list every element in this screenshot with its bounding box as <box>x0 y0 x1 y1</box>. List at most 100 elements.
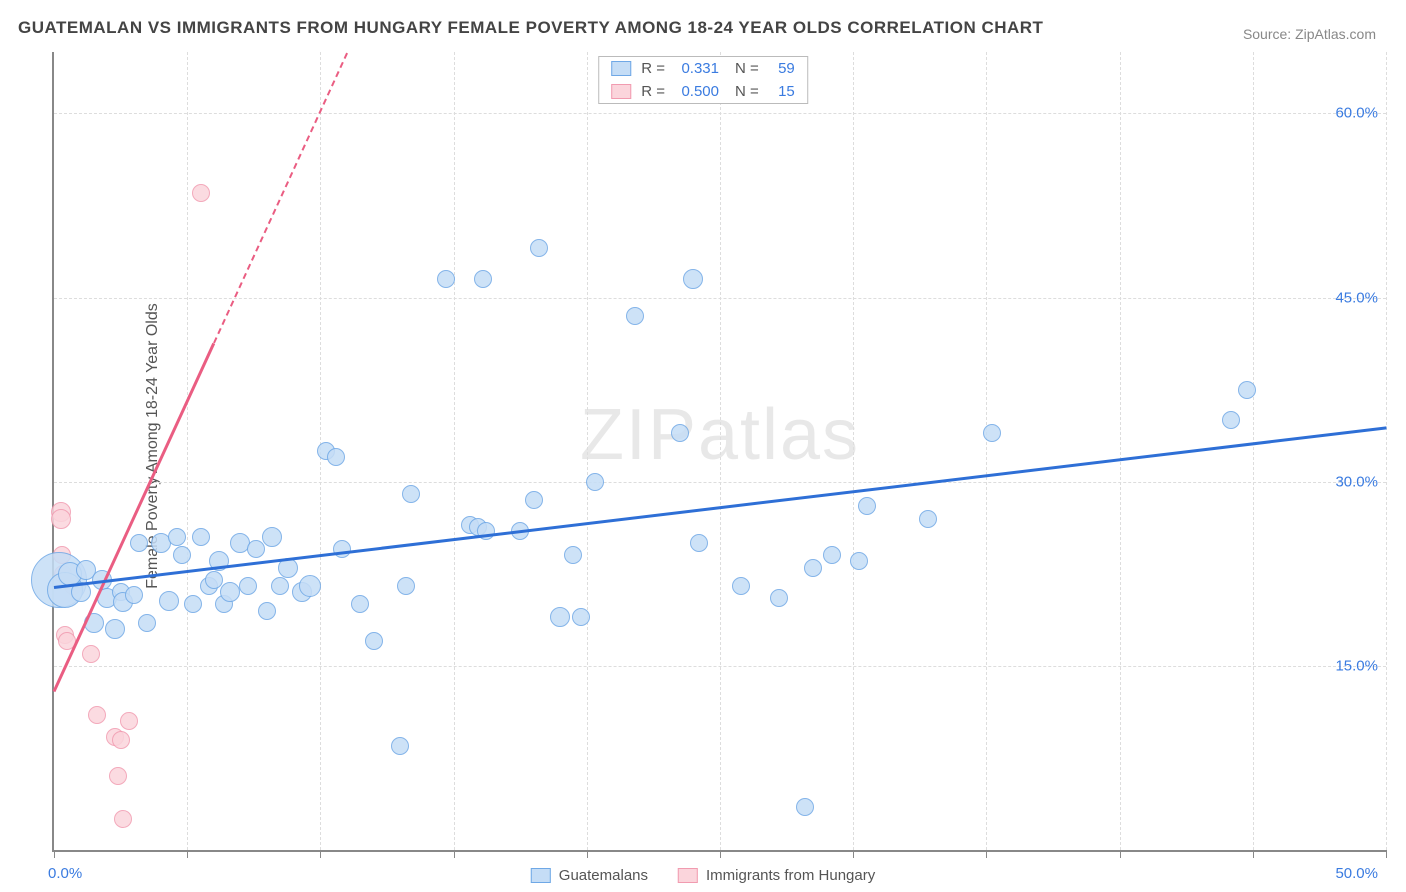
x-tick <box>1386 850 1387 858</box>
data-point <box>138 614 156 632</box>
data-point <box>437 270 455 288</box>
data-point <box>474 270 492 288</box>
data-point <box>671 424 689 442</box>
plot-area: ZIPatlas 15.0%30.0%45.0%60.0% <box>52 52 1386 852</box>
r-label: R = <box>641 83 665 100</box>
data-point <box>1238 381 1256 399</box>
legend-label: Guatemalans <box>559 867 648 884</box>
data-point <box>159 591 179 611</box>
data-point <box>983 424 1001 442</box>
legend-swatch <box>531 868 551 883</box>
n-value: 59 <box>769 60 795 77</box>
x-tick <box>720 850 721 858</box>
data-point <box>1222 411 1240 429</box>
data-point <box>88 706 106 724</box>
gridline <box>454 52 455 850</box>
legend-item: Immigrants from Hungary <box>678 867 875 884</box>
data-point <box>586 473 604 491</box>
y-tick-label: 45.0% <box>1335 289 1378 306</box>
data-point <box>271 577 289 595</box>
x-tick <box>187 850 188 858</box>
gridline <box>587 52 588 850</box>
data-point <box>572 608 590 626</box>
gridline <box>187 52 188 850</box>
legend-series: Guatemalans Immigrants from Hungary <box>531 867 875 884</box>
data-point <box>299 575 321 597</box>
x-tick <box>986 850 987 858</box>
x-tick <box>1253 850 1254 858</box>
x-axis-min-label: 0.0% <box>48 865 82 882</box>
data-point <box>109 767 127 785</box>
y-tick-label: 30.0% <box>1335 473 1378 490</box>
r-label: R = <box>641 60 665 77</box>
r-value: 0.500 <box>675 83 719 100</box>
x-tick <box>320 850 321 858</box>
x-tick <box>454 850 455 858</box>
gridline <box>853 52 854 850</box>
n-label: N = <box>735 60 759 77</box>
data-point <box>173 546 191 564</box>
data-point <box>258 602 276 620</box>
data-point <box>105 619 125 639</box>
gridline <box>1253 52 1254 850</box>
data-point <box>683 269 703 289</box>
data-point <box>365 632 383 650</box>
n-label: N = <box>735 83 759 100</box>
data-point <box>858 497 876 515</box>
data-point <box>327 448 345 466</box>
legend-stats: R =0.331N =59R =0.500N =15 <box>598 56 808 104</box>
data-point <box>82 645 100 663</box>
data-point <box>120 712 138 730</box>
data-point <box>51 509 71 529</box>
data-point <box>125 586 143 604</box>
data-point <box>239 577 257 595</box>
x-tick <box>587 850 588 858</box>
data-point <box>770 589 788 607</box>
data-point <box>804 559 822 577</box>
data-point <box>192 528 210 546</box>
data-point <box>205 571 223 589</box>
data-point <box>351 595 369 613</box>
x-tick <box>853 850 854 858</box>
data-point <box>112 731 130 749</box>
data-point <box>333 540 351 558</box>
data-point <box>525 491 543 509</box>
legend-swatch <box>611 61 631 76</box>
x-tick <box>54 850 55 858</box>
data-point <box>564 546 582 564</box>
data-point <box>391 737 409 755</box>
data-point <box>796 798 814 816</box>
data-point <box>220 582 240 602</box>
trend-line <box>213 53 348 344</box>
legend-row: R =0.331N =59 <box>599 57 807 80</box>
data-point <box>397 577 415 595</box>
y-tick-label: 15.0% <box>1335 657 1378 674</box>
source-label: Source: ZipAtlas.com <box>1243 26 1376 42</box>
data-point <box>192 184 210 202</box>
gridline <box>1120 52 1121 850</box>
data-point <box>262 527 282 547</box>
legend-row: R = 0.500 N = 15 <box>599 80 807 103</box>
data-point <box>402 485 420 503</box>
legend-label: Immigrants from Hungary <box>706 867 875 884</box>
data-point <box>184 595 202 613</box>
gridline <box>720 52 721 850</box>
data-point <box>550 607 570 627</box>
trend-line <box>53 343 216 692</box>
gridline <box>1386 52 1387 850</box>
x-axis-max-label: 50.0% <box>1335 865 1378 882</box>
data-point <box>919 510 937 528</box>
x-tick <box>1120 850 1121 858</box>
y-tick-label: 60.0% <box>1335 105 1378 122</box>
data-point <box>168 528 186 546</box>
chart-title: GUATEMALAN VS IMMIGRANTS FROM HUNGARY FE… <box>18 18 1043 38</box>
data-point <box>130 534 148 552</box>
data-point <box>247 540 265 558</box>
legend-item: Guatemalans <box>531 867 648 884</box>
data-point <box>732 577 750 595</box>
data-point <box>530 239 548 257</box>
gridline <box>986 52 987 850</box>
legend-swatch <box>611 84 631 99</box>
n-value: 15 <box>769 83 795 100</box>
data-point <box>850 552 868 570</box>
